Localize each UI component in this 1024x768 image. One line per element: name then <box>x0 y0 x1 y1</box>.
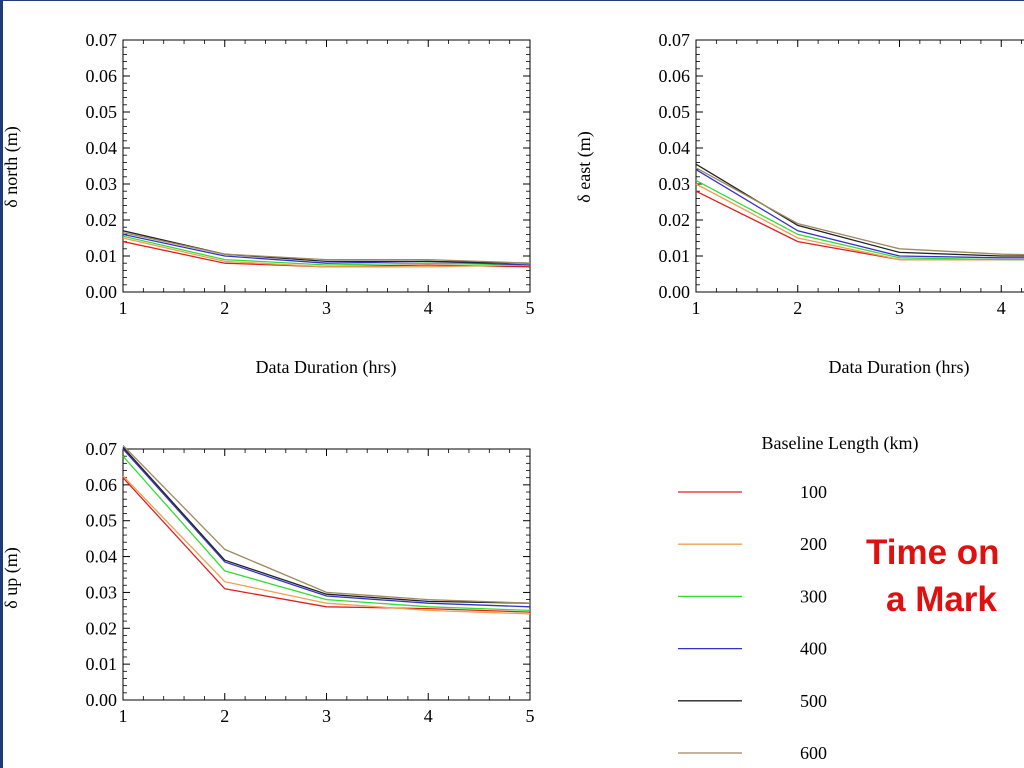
y-tick-label: 0.00 <box>659 282 691 302</box>
x-tick-label: 4 <box>997 298 1006 318</box>
series-line-100 <box>122 477 531 613</box>
series-line-200 <box>122 237 531 268</box>
y-tick-label: 0.07 <box>86 439 118 459</box>
north-x-label: Data Duration (hrs) <box>256 357 397 378</box>
y-tick-label: 0.06 <box>86 66 118 86</box>
series-line-300 <box>122 455 531 612</box>
up-panel: 0.00 0.01 0.02 0.03 0.04 0.05 0.06 0.07 1 2 3 4 5 δ … <box>1 439 535 726</box>
y-tick-label: 0.07 <box>86 30 118 50</box>
slide-left-bar <box>0 0 3 768</box>
x-tick-label: 3 <box>322 706 331 726</box>
x-tick-label: 2 <box>220 298 229 318</box>
x-tick-label: 3 <box>895 298 904 318</box>
y-tick-label: 0.02 <box>86 618 118 638</box>
series-line-300 <box>122 235 531 266</box>
series-line-600 <box>122 231 531 264</box>
y-tick-label: 0.04 <box>659 138 691 158</box>
y-tick-label: 0.01 <box>86 654 118 674</box>
y-tick-label: 0.04 <box>86 547 118 567</box>
y-tick-label: 0.06 <box>86 475 118 495</box>
legend-label-200: 200 <box>800 534 827 554</box>
x-tick-label: 2 <box>220 706 229 726</box>
y-tick-label: 0.00 <box>86 690 118 710</box>
y-tick-label: 0.05 <box>659 102 691 122</box>
y-tick-label: 0.07 <box>659 30 691 50</box>
up-plot-area: 0.00 0.01 0.02 0.03 0.04 0.05 0.06 0.07 1 2 3 4 5 <box>86 439 535 726</box>
x-tick-label: 2 <box>793 298 802 318</box>
slide-top-line <box>0 0 1024 1</box>
y-tick-label: 0.06 <box>659 66 691 86</box>
y-tick-label: 0.03 <box>86 582 118 602</box>
x-tick-label: 4 <box>424 706 433 726</box>
series-line-200 <box>122 475 531 615</box>
y-tick-label: 0.04 <box>86 138 118 158</box>
y-tick-label: 0.03 <box>659 174 691 194</box>
legend-label-300: 300 <box>800 586 827 606</box>
x-tick-label: 5 <box>526 706 535 726</box>
series-line-400 <box>695 169 1024 259</box>
up-y-label: δ up (m) <box>1 547 22 608</box>
plot-frame <box>695 39 1024 293</box>
east-x-label: Data Duration (hrs) <box>829 357 970 378</box>
plot-frame <box>122 448 531 701</box>
legend-title: Baseline Length (km) <box>762 433 919 454</box>
legend-label-600: 600 <box>800 743 827 763</box>
y-tick-label: 0.02 <box>659 210 691 230</box>
x-tick-label: 1 <box>119 706 128 726</box>
legend: Baseline Length (km) 100 200 300 400 500 600 <box>678 433 918 763</box>
series-line-300 <box>695 179 1024 261</box>
series-line-200 <box>695 183 1024 261</box>
north-panel: 0.00 0.01 0.02 0.03 0.04 0.05 0.06 0.07 1 2 3 4 5 δ … <box>1 30 535 378</box>
east-y-label: δ east (m) <box>574 131 595 202</box>
y-tick-label: 0.00 <box>86 282 118 302</box>
legend-label-400: 400 <box>800 639 827 659</box>
callout-line-2: a Mark <box>886 580 997 619</box>
series-line-500 <box>122 446 531 604</box>
series-line-600 <box>122 444 531 604</box>
legend-label-100: 100 <box>800 482 827 502</box>
y-tick-label: 0.05 <box>86 102 118 122</box>
y-tick-label: 0.02 <box>86 210 118 230</box>
x-tick-label: 3 <box>322 298 331 318</box>
x-tick-label: 4 <box>424 298 433 318</box>
north-plot-area: 0.00 0.01 0.02 0.03 0.04 0.05 0.06 0.07 1 2 3 4 5 <box>86 30 535 318</box>
y-tick-label: 0.01 <box>86 246 118 266</box>
x-tick-label: 5 <box>526 298 535 318</box>
series-line-400 <box>122 448 531 608</box>
callout-line-1: Time on <box>866 533 1000 572</box>
legend-label-500: 500 <box>800 691 827 711</box>
y-tick-label: 0.03 <box>86 174 118 194</box>
y-tick-label: 0.05 <box>86 511 118 531</box>
x-tick-label: 1 <box>692 298 701 318</box>
y-tick-label: 0.01 <box>659 246 691 266</box>
x-tick-label: 1 <box>119 298 128 318</box>
north-y-label: δ north (m) <box>1 126 22 207</box>
series-line-600 <box>695 167 1024 256</box>
